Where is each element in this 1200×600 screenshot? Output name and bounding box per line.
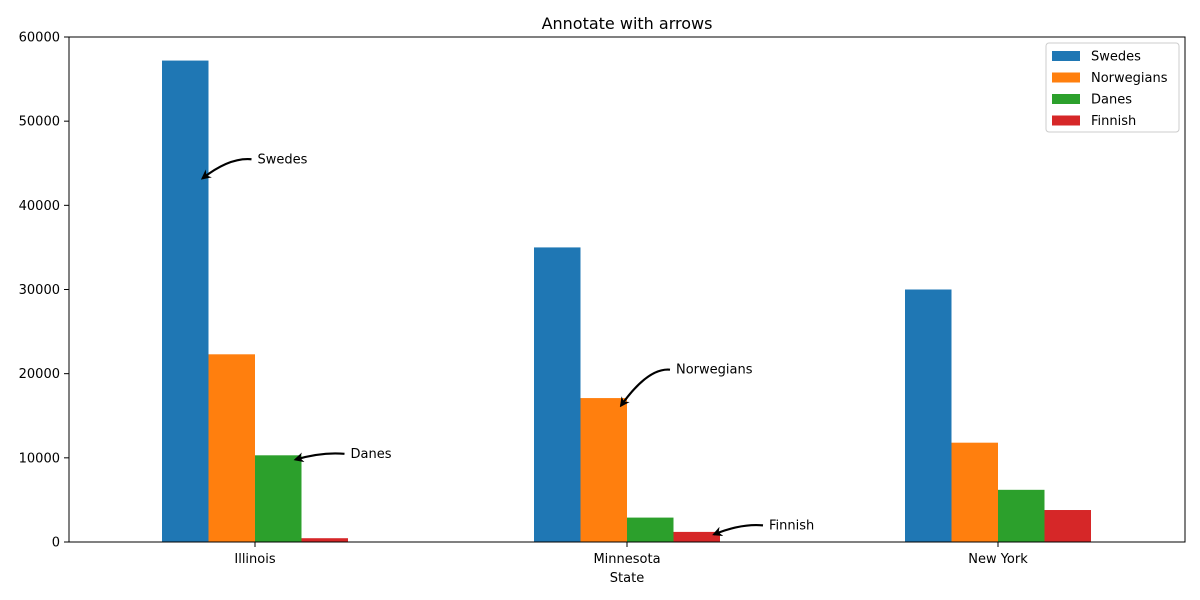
bar-finnish-illinois	[301, 538, 348, 542]
y-tick-label: 50000	[19, 115, 60, 130]
bar-danes-illinois	[255, 455, 302, 542]
annotation-label-finnish: Finnish	[769, 518, 814, 533]
y-tick-label: 60000	[19, 31, 60, 46]
x-axis: Illinois Minnesota New York	[234, 542, 1028, 567]
bar-swedes-minnesota	[534, 247, 581, 542]
x-tick-label: New York	[968, 552, 1028, 567]
legend: Swedes Norwegians Danes Finnish	[1045, 42, 1180, 133]
x-axis-label: State	[610, 571, 644, 586]
annotation-arrow-danes	[293, 452, 345, 463]
bar-finnish-new-york	[1044, 510, 1091, 542]
bars-group	[162, 60, 1091, 543]
bar-norwegians-illinois	[208, 354, 255, 542]
legend-swatch-danes	[1052, 94, 1080, 104]
y-tick-label: 20000	[19, 367, 60, 382]
y-tick-label: 30000	[19, 283, 60, 298]
x-tick-label: Minnesota	[593, 552, 660, 567]
bar-norwegians-minnesota	[580, 398, 627, 542]
bar-norwegians-new-york	[951, 442, 998, 542]
bar-swedes-new-york	[905, 289, 952, 542]
legend-swatch-finnish	[1052, 115, 1080, 126]
chart-title: Annotate with arrows	[542, 14, 713, 33]
legend-swatch-norwegians	[1052, 72, 1080, 83]
y-tick-label: 0	[52, 536, 60, 551]
annotation-arrow-swedes	[200, 158, 252, 180]
bar-danes-minnesota	[627, 517, 674, 542]
legend-label-swedes: Swedes	[1091, 50, 1141, 65]
x-tick-label: Illinois	[234, 552, 275, 567]
annotation-label-danes: Danes	[351, 447, 392, 462]
legend-label-finnish: Finnish	[1091, 114, 1136, 129]
legend-swatch-swedes	[1052, 51, 1080, 61]
legend-label-norwegians: Norwegians	[1091, 71, 1168, 86]
bar-finnish-minnesota	[673, 531, 720, 542]
y-tick-label: 40000	[19, 199, 60, 214]
annotation-arrow-norwegians	[619, 368, 671, 408]
y-tick-label: 10000	[19, 451, 60, 466]
annotation-label-swedes: Swedes	[258, 152, 308, 167]
annotation-arrow-finnish	[712, 523, 764, 537]
legend-label-danes: Danes	[1091, 93, 1132, 108]
legend-box	[1045, 42, 1180, 133]
annotation-label-norwegians: Norwegians	[676, 363, 753, 378]
bar-swedes-illinois	[162, 60, 209, 543]
y-axis: 0 10000 20000 30000 40000 50000 60000	[19, 31, 69, 551]
annotations-group: Swedes Danes Norwegians Finnish	[200, 152, 814, 537]
bar-danes-new-york	[998, 489, 1045, 542]
